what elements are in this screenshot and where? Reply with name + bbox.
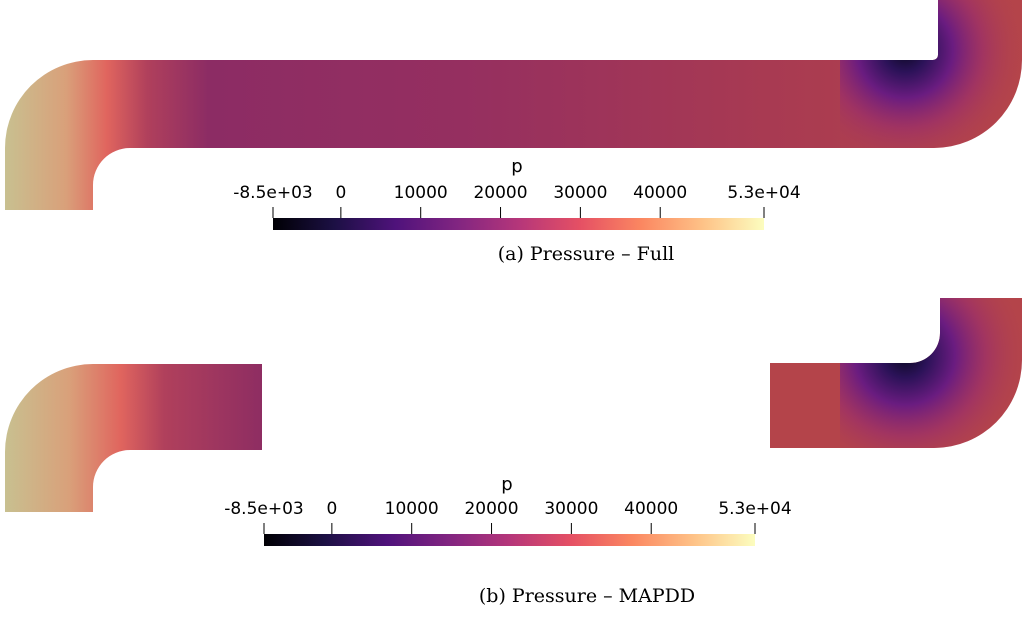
caption-mapdd: (b) Pressure – MAPDD [479,585,695,607]
colorbar-tick-label: 0 [335,183,346,203]
colorbar-tick-label: 30000 [553,183,607,203]
pipe-full-domain [5,0,1022,210]
colorbar-tick-label: 40000 [633,183,687,203]
colorbar-full: p -8.5e+03 0 10000 20000 30000 40000 5.3e+04 [233,156,801,230]
colorbar-mapdd-gradient [264,534,755,546]
colorbar-tick-label: -8.5e+03 [233,183,313,203]
colorbar-mapdd-title: p [501,474,512,495]
colorbar-mapdd-ticks: -8.5e+03 0 10000 20000 30000 40000 5.3e+04 [224,499,792,534]
colorbar-full-ticks: -8.5e+03 0 10000 20000 30000 40000 5.3e+04 [233,183,801,218]
colorbar-tick-label: 0 [326,499,337,519]
pipe-mapdd-right-domain [770,298,1022,448]
colorbar-mapdd: p -8.5e+03 0 10000 20000 30000 40000 5.3e+04 [224,474,792,546]
colorbar-tick-label: 30000 [544,499,598,519]
colorbar-tick-label: 10000 [385,499,439,519]
colorbar-tick-label: 5.3e+04 [727,183,800,203]
colorbar-tick-label: 40000 [624,499,678,519]
colorbar-tick-label: 20000 [473,183,527,203]
colorbar-tick-label: 10000 [394,183,448,203]
caption-full: (a) Pressure – Full [498,243,675,265]
colorbar-full-title: p [511,156,522,177]
colorbar-tick-label: 20000 [464,499,518,519]
colorbar-tick-label: 5.3e+04 [718,499,791,519]
colorbar-full-gradient [273,218,764,230]
colorbar-tick-label: -8.5e+03 [224,499,304,519]
pipe-mapdd-left-domain [5,364,262,512]
